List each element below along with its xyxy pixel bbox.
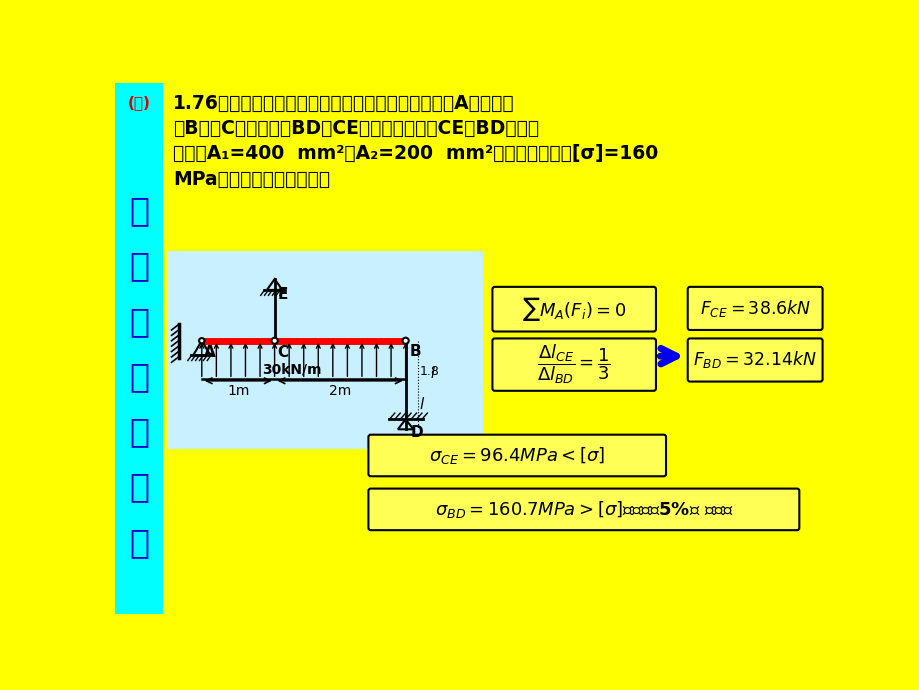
Text: 面面积A₁=400  mm²和A₂=200  mm²，键的许用应力[σ]=160: 面面积A₁=400 mm²和A₂=200 mm²，键的许用应力[σ]=160: [173, 144, 658, 164]
Text: C: C: [277, 346, 288, 360]
Text: 轴: 轴: [129, 526, 149, 559]
FancyBboxPatch shape: [687, 287, 822, 330]
Text: 向: 向: [129, 471, 149, 504]
Text: 伸: 伸: [129, 359, 149, 393]
Circle shape: [403, 337, 408, 344]
Text: E: E: [278, 287, 288, 302]
Text: B: B: [409, 344, 421, 359]
Text: D: D: [411, 426, 424, 440]
Text: 30kN/m: 30kN/m: [262, 362, 322, 376]
Text: 和: 和: [129, 305, 149, 338]
Text: $F_{CE} = 38.6kN$: $F_{CE} = 38.6kN$: [698, 298, 810, 319]
Text: 2m: 2m: [329, 384, 351, 398]
Text: A: A: [204, 346, 216, 360]
Text: 1m: 1m: [227, 384, 249, 398]
Bar: [166, 250, 482, 449]
Text: 压: 压: [129, 250, 149, 283]
Text: $\dfrac{\Delta l_{CE}}{\Delta l_{BD}} = \dfrac{1}{3}$: $\dfrac{\Delta l_{CE}}{\Delta l_{BD}} = …: [537, 343, 610, 386]
Text: (二): (二): [128, 95, 151, 110]
Text: l: l: [419, 397, 424, 412]
FancyBboxPatch shape: [492, 287, 655, 331]
Text: $\sum M_A(F_i) = 0$: $\sum M_A(F_i) = 0$: [521, 295, 626, 323]
Circle shape: [199, 338, 204, 344]
FancyBboxPatch shape: [492, 338, 655, 391]
Text: 拉: 拉: [129, 415, 149, 448]
Bar: [115, 83, 163, 614]
Text: 1.76《计算题》图示刚性梁受均布载荷的作用，梁在A端铰支，: 1.76《计算题》图示刚性梁受均布载荷的作用，梁在A端铰支，: [173, 94, 515, 112]
Text: l: l: [430, 367, 434, 382]
Text: MPa，试校核鑉杆的强度。: MPa，试校核鑉杆的强度。: [173, 170, 330, 189]
Text: 缩: 缩: [129, 194, 149, 227]
Text: $\sigma_{BD} = 160.7MPa > [\sigma]$（不超过5%， 允许）: $\sigma_{BD} = 160.7MPa > [\sigma]$（不超过5…: [434, 499, 732, 520]
FancyBboxPatch shape: [368, 489, 799, 530]
Text: $F_{BD} = 32.14kN$: $F_{BD} = 32.14kN$: [692, 350, 816, 371]
FancyBboxPatch shape: [368, 435, 665, 476]
Text: $\sigma_{CE} = 96.4MPa < [\sigma]$: $\sigma_{CE} = 96.4MPa < [\sigma]$: [428, 445, 605, 466]
Circle shape: [271, 337, 278, 344]
Text: 在B点和C点由两鑉杆BD和CE支承。已知鑉杆CE和BD的横截: 在B点和C点由两鑉杆BD和CE支承。已知鑉杆CE和BD的横截: [173, 119, 539, 138]
Text: 1.8: 1.8: [419, 364, 439, 377]
FancyBboxPatch shape: [687, 338, 822, 382]
